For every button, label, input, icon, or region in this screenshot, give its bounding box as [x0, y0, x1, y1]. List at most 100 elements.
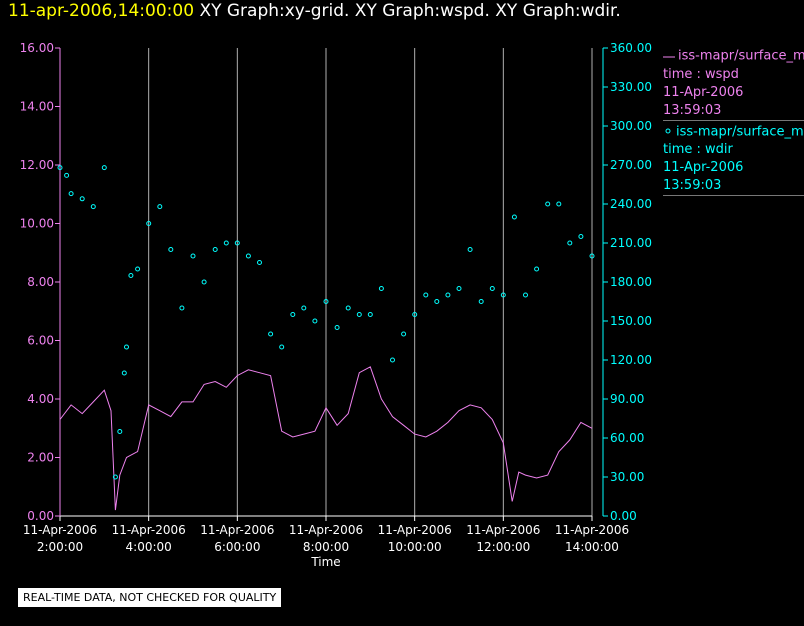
x-tick-time: 2:00:00	[37, 540, 83, 554]
wdir-point	[534, 266, 540, 272]
y-right-tick-label: 300.00	[610, 119, 652, 133]
circle-marker-icon	[663, 123, 673, 141]
y-left-tick-label: 14.00	[20, 100, 54, 114]
x-tick-date: 11-Apr-2006	[466, 523, 540, 537]
wdir-point	[290, 312, 296, 317]
wdir-point	[90, 204, 96, 210]
legend: iss-mapr/surface_m time : wspd 11-Apr-20…	[663, 45, 804, 196]
y-right-tick-label: 270.00	[610, 158, 652, 172]
wdir-point	[190, 253, 196, 259]
x-tick-time: 10:00:00	[388, 540, 442, 554]
wdir-point	[378, 286, 384, 291]
wdir-point	[234, 240, 240, 246]
wdir-point	[135, 266, 141, 272]
wdir-point	[467, 247, 473, 252]
wdir-point	[257, 260, 262, 265]
graph-list: XY Graph:xy-grid. XY Graph:wspd. XY Grap…	[199, 1, 621, 21]
wdir-point	[445, 292, 451, 298]
wdir-point	[128, 273, 134, 278]
legend-variable: time : wdir	[663, 142, 733, 157]
wdir-point	[117, 429, 123, 434]
y-left-tick-label: 8.00	[27, 275, 54, 289]
wdir-point	[334, 325, 340, 330]
grid-lines	[148, 48, 593, 516]
x-tick-date: 11-Apr-2006	[23, 523, 97, 537]
wdir-point	[523, 292, 528, 298]
quality-disclaimer: REAL-TIME DATA, NOT CHECKED FOR QUALITY	[18, 588, 282, 607]
wdir-point	[312, 318, 318, 324]
wdir-point	[511, 214, 517, 220]
y-right-tick-label: 360.00	[610, 41, 652, 55]
x-tick-time: 14:00:00	[565, 540, 619, 554]
wdir-point	[478, 299, 484, 304]
wdir-point	[101, 165, 107, 171]
wdir-point	[64, 172, 70, 178]
wdir-point	[146, 221, 152, 226]
wdir-point	[500, 292, 506, 298]
wspd-series	[59, 366, 593, 511]
wdir-point	[356, 312, 362, 317]
wdir-point	[112, 474, 118, 480]
y-left-tick-label: 6.00	[27, 334, 54, 348]
y-right-tick-label: 90.00	[610, 392, 644, 406]
wdir-point	[68, 191, 74, 197]
legend-time: 13:59:03	[663, 102, 722, 118]
y-right-tick-label: 180.00	[610, 275, 652, 289]
wdir-point	[57, 165, 63, 171]
y-right-tick-label: 150.00	[610, 314, 652, 328]
wdir-point	[323, 299, 329, 304]
wdir-point	[545, 201, 551, 207]
y-right-tick-label: 30.00	[610, 470, 644, 484]
wdir-point	[556, 201, 562, 207]
wdir-point	[121, 370, 127, 376]
wdir-point	[79, 196, 85, 202]
legend-time: 13:59:03	[663, 178, 722, 193]
legend-source: iss-mapr/surface_m	[678, 48, 804, 64]
wdir-point	[412, 312, 418, 317]
wdir-point	[567, 240, 573, 246]
legend-entry-wspd[interactable]: iss-mapr/surface_m time : wspd 11-Apr-20…	[663, 45, 804, 121]
wdir-point	[589, 253, 595, 259]
x-tick-date: 11-Apr-2006	[555, 523, 629, 537]
y-right-tick-label: 0.00	[610, 509, 637, 523]
wdir-point	[423, 292, 429, 298]
wdir-point	[168, 247, 174, 252]
wdir-point	[212, 247, 218, 252]
legend-date: 11-Apr-2006	[663, 160, 744, 175]
wdir-point	[201, 279, 207, 285]
x-tick-date: 11-Apr-2006	[289, 523, 363, 537]
wdir-series	[57, 165, 595, 480]
timestamp: 11-apr-2006,14:00:00	[8, 1, 195, 21]
wdir-point	[245, 253, 251, 259]
y-left-tick-label: 2.00	[27, 451, 54, 465]
wdir-point	[268, 331, 274, 337]
axes: 11-Apr-2006 2:00:00 11-Apr-2006 4:00:00 11-A…	[20, 41, 652, 569]
line-marker-icon	[663, 47, 675, 65]
y-right-tick-label: 330.00	[610, 80, 652, 94]
y-right-tick-label: 240.00	[610, 197, 652, 211]
wdir-point	[367, 312, 373, 317]
page-title: 11-apr-2006,14:00:00 XY Graph:xy-grid. X…	[8, 1, 621, 21]
wdir-point	[157, 204, 163, 210]
y-left-tick-label: 10.00	[20, 217, 54, 231]
x-tick-date: 11-Apr-2006	[112, 523, 186, 537]
x-tick-time: 4:00:00	[126, 540, 172, 554]
wdir-point	[578, 234, 584, 239]
wdir-point	[279, 344, 285, 350]
legend-date: 11-Apr-2006	[663, 84, 744, 100]
wdir-point	[489, 286, 495, 291]
wdir-point	[223, 240, 229, 246]
legend-entry-wdir[interactable]: iss-mapr/surface_m time : wdir 11-Apr-20…	[663, 121, 804, 196]
y-right-tick-label: 120.00	[610, 353, 652, 367]
y-left-tick-label: 0.00	[27, 509, 54, 523]
y-left-tick-label: 12.00	[20, 158, 54, 172]
y-left-tick-label: 16.00	[20, 41, 54, 55]
legend-source: iss-mapr/surface_m	[676, 124, 804, 139]
x-tick-time: 8:00:00	[303, 540, 349, 554]
legend-variable: time : wspd	[663, 66, 739, 82]
x-tick-time: 12:00:00	[476, 540, 530, 554]
y-right-tick-label: 210.00	[610, 236, 652, 250]
wdir-point	[401, 331, 407, 337]
x-tick-time: 6:00:00	[214, 540, 260, 554]
